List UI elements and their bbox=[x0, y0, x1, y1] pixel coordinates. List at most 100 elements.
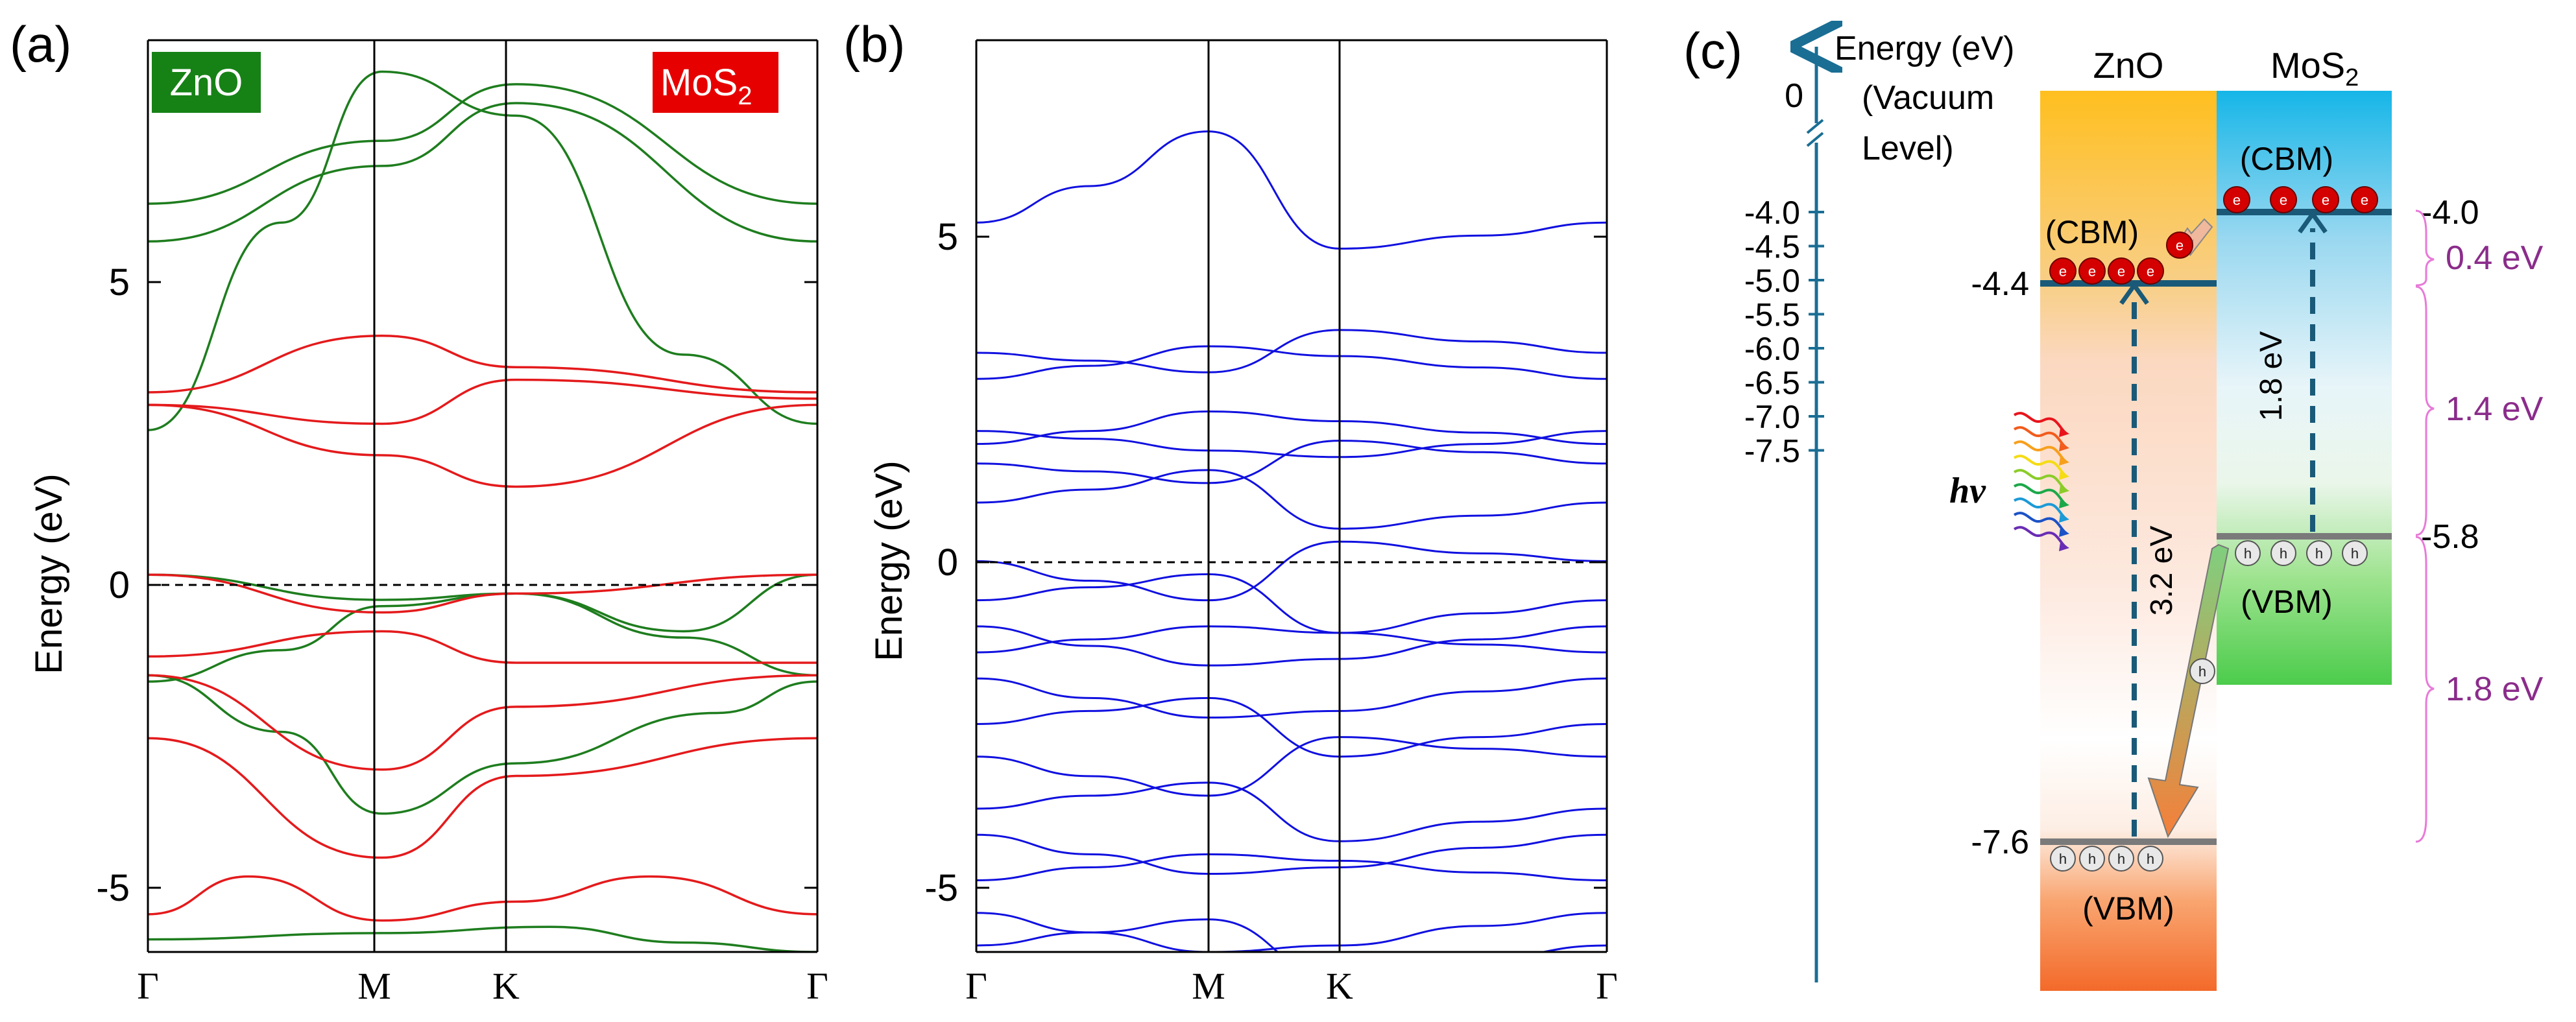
panel-a-kpoint-k: K bbox=[492, 965, 520, 1007]
panel-a-kpoint-gamma-2: Γ bbox=[806, 965, 828, 1007]
mos2-title: MoS2 bbox=[2270, 45, 2359, 91]
photon-ray bbox=[2013, 440, 2067, 463]
hetero-conduction-band bbox=[976, 329, 1607, 374]
panel-a-kpoint-m: M bbox=[357, 965, 391, 1007]
mos2-band-line bbox=[148, 403, 817, 488]
hole-symbol: h bbox=[2244, 545, 2252, 562]
hole bbox=[2270, 540, 2296, 566]
energy-axis-tick-label: -4.5 bbox=[1744, 229, 1800, 265]
hole-symbol: h bbox=[2351, 545, 2359, 562]
panel-b-ytick-label-m5: -5 bbox=[924, 867, 958, 909]
mos2-vbm-value: -5.8 bbox=[2421, 518, 2479, 556]
mos2-band-line bbox=[148, 630, 817, 664]
energy-axis-tick-label: -7.5 bbox=[1744, 433, 1800, 469]
panel-a-ylabel: Energy (eV) bbox=[28, 473, 70, 674]
panel-c-label: (c) bbox=[1683, 22, 1742, 79]
electron-symbol: e bbox=[2088, 263, 2096, 279]
electron-symbol: e bbox=[2059, 263, 2067, 279]
zno-band-line bbox=[148, 70, 817, 431]
mos2-excitation-arrowhead bbox=[2298, 209, 2328, 234]
zno-cbm-label: (CBM) bbox=[2045, 214, 2139, 250]
electron bbox=[2270, 186, 2297, 213]
panel-a-bands bbox=[148, 70, 817, 952]
panel-b-ytick-label-0: 0 bbox=[937, 541, 958, 584]
photon-rays-icon bbox=[2013, 412, 2069, 551]
electron-symbol: e bbox=[2233, 192, 2241, 208]
hole bbox=[2342, 540, 2368, 566]
hetero-valence-band bbox=[976, 833, 1607, 875]
photon-ray-head bbox=[2059, 485, 2069, 494]
photon-ray-head bbox=[2059, 471, 2069, 480]
hole-symbol: h bbox=[2280, 545, 2287, 562]
hole-symbol: h bbox=[2088, 851, 2096, 867]
panel-b-kpoint-k: K bbox=[1326, 965, 1353, 1007]
offset-bracket-vb bbox=[2415, 536, 2435, 843]
mos2-cbm-label: (CBM) bbox=[2240, 141, 2333, 177]
offset-bracket-mid bbox=[2415, 285, 2435, 536]
hole bbox=[2306, 540, 2332, 566]
electron-symbol: e bbox=[2147, 263, 2154, 279]
panel-b-label: (b) bbox=[843, 16, 905, 73]
mos2-band-line bbox=[148, 573, 817, 614]
panel-c-ticks: -4.0-4.5-5.0-5.5-6.0-6.5-7.0-7.5 bbox=[1744, 195, 1824, 469]
electron bbox=[2312, 186, 2339, 213]
mos2-band-line bbox=[148, 378, 817, 425]
hetero-valence-band bbox=[976, 540, 1607, 602]
mos2-band-line bbox=[148, 674, 817, 771]
zno-band-line bbox=[148, 102, 817, 243]
photon-ray bbox=[2013, 483, 2067, 506]
axis-break-mark-1 bbox=[1806, 119, 1824, 134]
photon-ray bbox=[2013, 426, 2067, 449]
hetero-conduction-band bbox=[976, 345, 1607, 380]
photon-ray-head bbox=[2059, 457, 2069, 466]
hole-symbol: h bbox=[2059, 851, 2067, 867]
hole-transfer-arrow bbox=[2147, 543, 2230, 838]
hole bbox=[2079, 846, 2105, 872]
zno-band-line bbox=[148, 592, 817, 683]
axis-title-line-1: Energy (eV) bbox=[1835, 30, 2014, 67]
photon-ray bbox=[2013, 526, 2067, 549]
energy-axis-tick-label: -5.5 bbox=[1744, 297, 1800, 333]
panel-a-ytick-label-0: 0 bbox=[109, 564, 130, 606]
hole-symbol: h bbox=[2147, 851, 2154, 867]
electron bbox=[2223, 186, 2250, 213]
hole bbox=[2050, 846, 2076, 872]
panel-b-kpoint-m: M bbox=[1192, 965, 1225, 1007]
axis-zero-label: 0 bbox=[1785, 77, 1803, 115]
electron-symbol: e bbox=[2361, 192, 2368, 208]
mos2-band-line bbox=[148, 334, 817, 394]
panel-a: (a) Energy (eV) 5 0 -5 Γ M K Γ ZnO MoS2 bbox=[10, 16, 828, 1007]
hetero-conduction-band bbox=[976, 410, 1607, 446]
zno-band-line bbox=[148, 573, 817, 633]
electron bbox=[2351, 186, 2378, 213]
offset-vb-label: 1.8 eV bbox=[2446, 671, 2544, 708]
mos2-band-line bbox=[148, 737, 817, 859]
legend-zno-text: ZnO bbox=[170, 62, 243, 104]
mos2-band-line bbox=[148, 875, 817, 922]
mos2-gap-label: 1.8 eV bbox=[2254, 331, 2289, 422]
panel-b-bands bbox=[976, 130, 1607, 952]
hetero-valence-band bbox=[976, 677, 1607, 719]
legend-zno-box bbox=[152, 52, 261, 113]
photon-ray bbox=[2013, 469, 2067, 492]
zno-excitation-arrowhead bbox=[2119, 281, 2149, 305]
energy-axis-tick-label: -4.0 bbox=[1744, 195, 1800, 231]
electron-symbol: e bbox=[2117, 263, 2125, 279]
hetero-valence-band bbox=[976, 918, 1607, 952]
axis-title-line-3: Level) bbox=[1862, 130, 1954, 167]
hetero-valence-band bbox=[976, 853, 1607, 882]
hetero-valence-band bbox=[976, 781, 1607, 842]
hole bbox=[2108, 846, 2134, 872]
hetero-valence-band bbox=[976, 736, 1607, 797]
zno-gap-label: 3.2 eV bbox=[2145, 526, 2179, 616]
hetero-valence-band bbox=[976, 573, 1607, 634]
photon-ray-head bbox=[2059, 528, 2069, 537]
hole-symbol: h bbox=[2198, 663, 2206, 680]
hetero-valence-band bbox=[976, 625, 1607, 667]
energy-axis-tick-label: -7.0 bbox=[1744, 399, 1800, 435]
hole-symbol: h bbox=[2315, 545, 2323, 562]
panel-a-ytick-label-5: 5 bbox=[109, 261, 130, 303]
panel-b-kpoint-gamma-2: Γ bbox=[1596, 965, 1618, 1007]
zno-vbm-value: -7.6 bbox=[1971, 824, 2029, 861]
